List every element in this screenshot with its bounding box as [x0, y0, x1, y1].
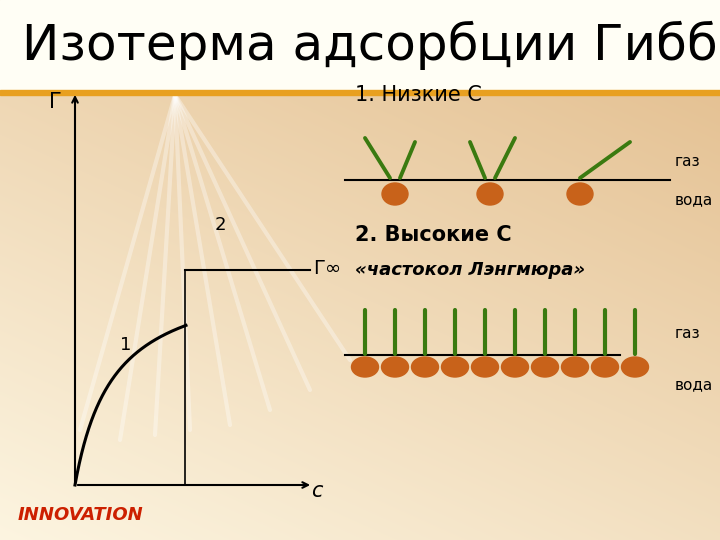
- Text: вода: вода: [675, 192, 714, 207]
- Ellipse shape: [472, 357, 498, 377]
- Ellipse shape: [382, 183, 408, 205]
- Text: газ: газ: [675, 154, 701, 170]
- Ellipse shape: [567, 183, 593, 205]
- Text: вода: вода: [675, 377, 714, 393]
- Ellipse shape: [441, 357, 469, 377]
- Text: INNOVATION: INNOVATION: [18, 506, 144, 524]
- Text: газ: газ: [675, 326, 701, 341]
- Text: 1. Низкие С: 1. Низкие С: [355, 85, 482, 105]
- Ellipse shape: [592, 357, 618, 377]
- Text: Г∞: Г∞: [313, 259, 341, 278]
- Ellipse shape: [502, 357, 528, 377]
- Text: Изотерма адсорбции Гиббса: Изотерма адсорбции Гиббса: [22, 21, 720, 70]
- Text: 1: 1: [120, 336, 131, 354]
- Ellipse shape: [382, 357, 408, 377]
- Ellipse shape: [562, 357, 588, 377]
- Ellipse shape: [531, 357, 559, 377]
- Bar: [0, 90, 720, 95]
- Text: 2. Высокие С: 2. Высокие С: [355, 225, 512, 245]
- Ellipse shape: [477, 183, 503, 205]
- Ellipse shape: [412, 357, 438, 377]
- Text: с: с: [311, 481, 323, 501]
- Text: «частокол Лэнгмюра»: «частокол Лэнгмюра»: [355, 261, 585, 279]
- Ellipse shape: [351, 357, 379, 377]
- Bar: [0, 0, 720, 90]
- Text: 2: 2: [215, 216, 227, 234]
- Text: Г: Г: [49, 92, 61, 112]
- Ellipse shape: [621, 357, 649, 377]
